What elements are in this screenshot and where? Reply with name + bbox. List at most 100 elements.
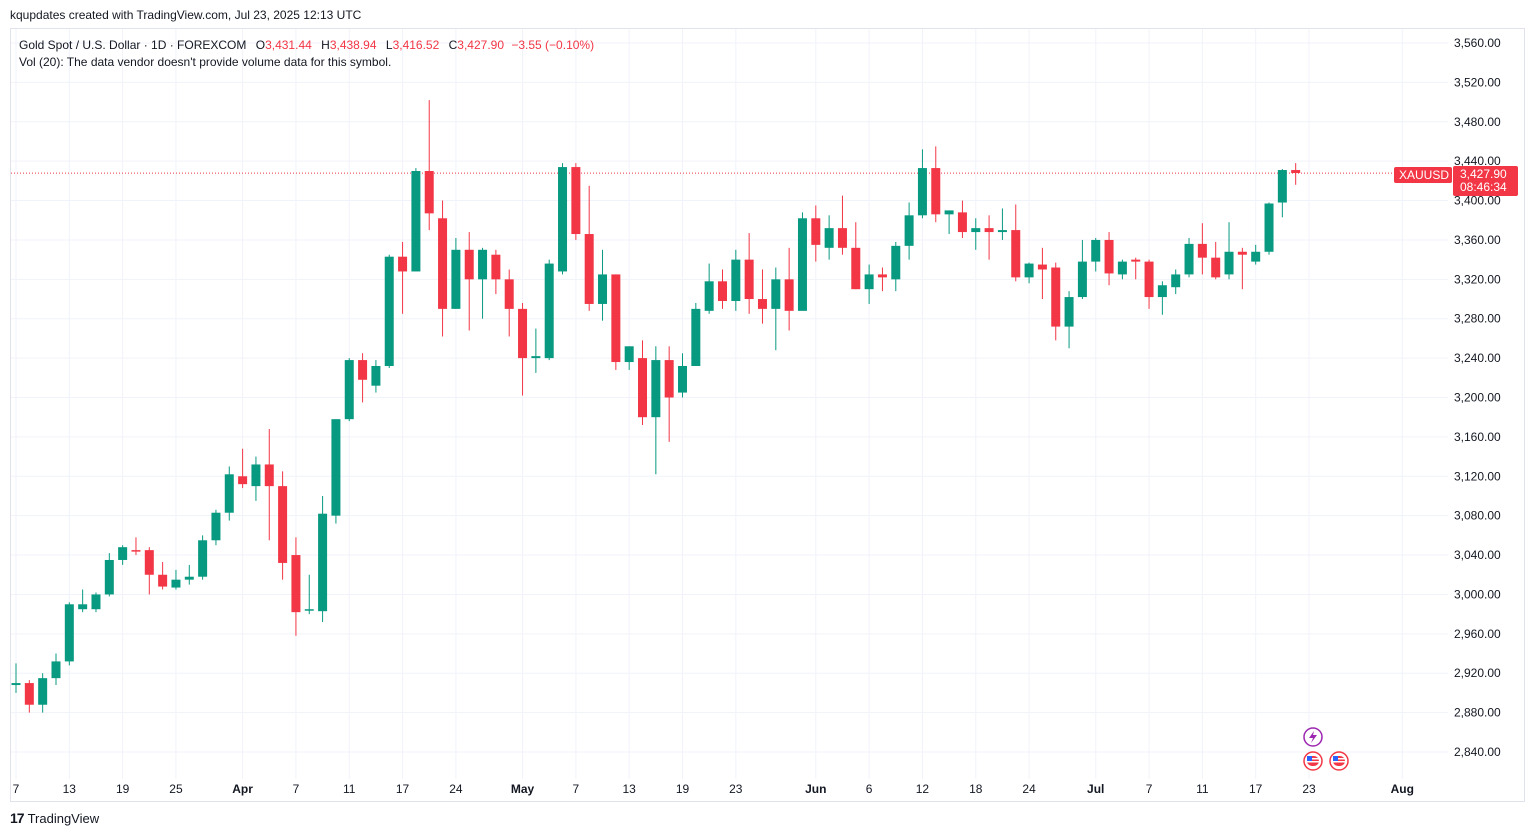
y-tick-label: 2,880.00: [1454, 706, 1501, 720]
x-tick-label: 13: [63, 782, 77, 796]
candle-down: [464, 232, 474, 331]
candle-down: [1037, 247, 1047, 300]
y-tick-label: 3,120.00: [1454, 469, 1501, 483]
candle-body: [571, 167, 581, 235]
legend-close-label: C: [448, 38, 458, 52]
candle-body: [944, 210, 954, 215]
last-price-tag-value: 3,427.90: [1460, 167, 1507, 181]
legend-ohlc-row: Gold Spot / U.S. Dollar · 1D · FOREXCOM …: [19, 37, 594, 54]
candle-body: [1064, 297, 1074, 327]
candle-up: [371, 360, 381, 393]
candle-body: [678, 365, 687, 393]
candle-down: [811, 205, 821, 262]
candle-body: [1024, 263, 1034, 278]
candle-down: [518, 302, 528, 396]
candle-up: [1171, 269, 1181, 295]
candle-body: [211, 512, 221, 541]
candle-up: [38, 673, 48, 713]
candle-up: [344, 358, 354, 422]
candle-body: [1251, 251, 1261, 262]
candle-body: [757, 299, 767, 309]
x-tick-label: 24: [449, 782, 463, 796]
candle-up: [78, 589, 88, 613]
candle-down: [717, 269, 727, 309]
candle-down: [238, 448, 248, 489]
candle-up: [1064, 291, 1074, 349]
us-flag-event-icon[interactable]: [1329, 751, 1349, 771]
x-tick-label: 11: [343, 782, 356, 796]
candle-body: [91, 594, 101, 610]
candle-body: [398, 256, 408, 272]
candle-body: [438, 218, 448, 309]
x-tick-label: 23: [1302, 782, 1316, 796]
candle-up: [64, 602, 74, 666]
candle-up: [904, 202, 914, 260]
footer-brand[interactable]: TradingView: [27, 810, 100, 826]
candle-body: [158, 574, 168, 587]
legend-high-label: H: [321, 38, 330, 52]
candle-body: [518, 308, 528, 359]
chart-area[interactable]: Gold Spot / U.S. Dollar · 1D · FOREXCOM …: [10, 28, 1525, 802]
candle-body: [797, 218, 807, 311]
candle-body: [1131, 259, 1141, 262]
candle-body: [624, 346, 634, 363]
candle-up: [944, 210, 954, 235]
lightning-event-icon[interactable]: [1303, 727, 1323, 747]
candle-down: [424, 100, 434, 231]
footer: 17 TradingView: [10, 810, 99, 826]
candle-up: [917, 149, 927, 219]
candle-up: [1264, 202, 1274, 255]
candle-body: [144, 550, 154, 575]
candle-up: [224, 466, 234, 521]
candle-body: [304, 609, 314, 611]
y-tick-label: 3,280.00: [1454, 312, 1501, 326]
candle-body: [24, 683, 34, 705]
candle-up: [1024, 262, 1034, 284]
candle-body: [851, 247, 861, 290]
candle-body: [824, 228, 834, 248]
grid-layer: [11, 29, 1448, 779]
candle-body: [371, 365, 381, 386]
legend-open-value: 3,431.44: [265, 38, 312, 52]
x-tick-label: 24: [1022, 782, 1036, 796]
x-tick-label: 13: [623, 782, 637, 796]
candle-up: [91, 592, 101, 613]
candle-down: [264, 429, 274, 541]
candle-body: [1117, 261, 1127, 275]
candle-body: [1237, 251, 1247, 255]
candle-up: [797, 212, 807, 311]
candle-up: [211, 509, 221, 546]
candle-up: [1277, 169, 1287, 218]
candle-down: [1011, 204, 1021, 282]
y-tick-label: 3,480.00: [1454, 115, 1501, 129]
candle-down: [504, 269, 514, 337]
candle-body: [771, 279, 781, 309]
candle-up: [864, 264, 874, 304]
candlestick-chart[interactable]: 2,840.00 2,880.00 2,920.00 2,960.00 3,000.00…: [11, 29, 1524, 801]
candle-body: [78, 604, 88, 610]
candle-down: [398, 241, 408, 314]
tradingview-logo-icon[interactable]: 17: [10, 810, 25, 826]
y-axis: 2,840.00 2,880.00 2,920.00 2,960.00 3,000.00…: [1454, 36, 1501, 759]
x-tick-label: 18: [969, 782, 983, 796]
candle-down: [638, 340, 648, 426]
candle-body: [691, 308, 701, 366]
candle-body: [664, 360, 674, 398]
candle-body: [384, 256, 394, 366]
legend-symbol[interactable]: Gold Spot / U.S. Dollar · 1D · FOREXCOM: [19, 38, 247, 52]
candle-down: [957, 200, 967, 238]
candle-down: [144, 547, 154, 595]
candle-body: [344, 360, 354, 420]
candle-up: [184, 564, 194, 585]
candle-body: [917, 168, 927, 216]
candle-up: [1157, 281, 1167, 315]
candle-body: [1184, 243, 1194, 275]
candle-down: [1237, 247, 1247, 290]
y-tick-label: 2,920.00: [1454, 666, 1501, 680]
candle-down: [1104, 232, 1114, 286]
us-flag-event-icon[interactable]: [1303, 751, 1323, 771]
legend-low-label: L: [385, 38, 393, 52]
candle-body: [464, 249, 474, 280]
candle-up: [478, 247, 488, 319]
x-tick-label: May: [511, 782, 535, 796]
